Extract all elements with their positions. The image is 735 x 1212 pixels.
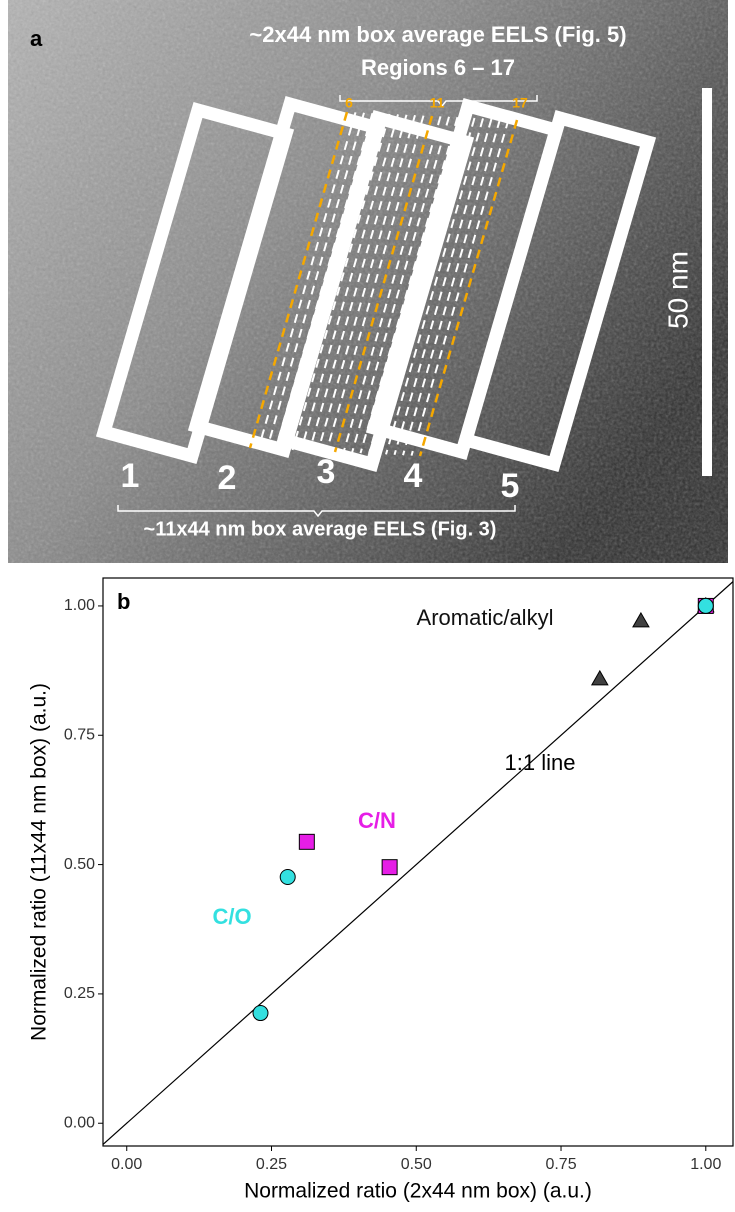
- box-label: 5: [501, 467, 520, 505]
- y-axis-title: Normalized ratio (11x44 nm box) (a.u.): [28, 683, 51, 1041]
- y-tick-label: 0.25: [64, 985, 95, 1002]
- data-point: [299, 834, 314, 849]
- region-marker: 6: [345, 95, 353, 111]
- data-point: [382, 860, 397, 875]
- series-label: C/N: [358, 808, 396, 833]
- x-axis-title: Normalized ratio (2x44 nm box) (a.u.): [244, 1180, 592, 1203]
- figure: a ~2x44 nm box average EELS (Fig. 5) Reg…: [0, 0, 735, 1207]
- page: {"panel_a": {"label": "a", "top_caption"…: [0, 0, 735, 1207]
- reference-line-label: 1:1 line: [505, 750, 576, 775]
- region-marker: 17: [512, 95, 528, 111]
- scatter-chart: 0.00 0.25 0.50 0.75 1.00 0.00 0.25 0.50 0.75 1.00…: [28, 578, 733, 1203]
- data-point: [633, 613, 649, 627]
- box-label: 3: [317, 453, 336, 491]
- x-tick-label: 0.75: [545, 1156, 576, 1173]
- y-tick-label: 0.75: [64, 726, 95, 743]
- panel-label: a: [30, 26, 43, 51]
- box-label: 1: [121, 457, 140, 495]
- region-marker: 11: [430, 95, 445, 111]
- x-tick-label: 1.00: [690, 1156, 721, 1173]
- box-label: 2: [218, 459, 237, 497]
- panel-label: b: [117, 589, 130, 614]
- data-point: [280, 870, 295, 885]
- x-tick-label: 0.50: [401, 1156, 432, 1173]
- reference-line: [103, 582, 733, 1145]
- x-tick-label: 0.25: [256, 1156, 287, 1173]
- top-subcaption: Regions 6 – 17: [361, 55, 515, 80]
- top-caption: ~2x44 nm box average EELS (Fig. 5): [249, 22, 626, 47]
- y-tick-label: 0.00: [64, 1114, 95, 1131]
- scale-bar-label: 50 nm: [662, 251, 693, 329]
- bottom-caption: ~11x44 nm box average EELS (Fig. 3): [144, 518, 497, 540]
- data-point: [698, 598, 713, 613]
- y-tick-label: 0.50: [64, 856, 95, 873]
- x-tick-label: 0.00: [111, 1156, 142, 1173]
- data-point: [592, 671, 608, 685]
- series-label: C/O: [212, 904, 251, 929]
- data-point: [253, 1006, 268, 1021]
- box-label: 4: [404, 457, 423, 495]
- series-label: Aromatic/alkyl: [417, 605, 554, 630]
- y-tick-label: 1.00: [64, 597, 95, 614]
